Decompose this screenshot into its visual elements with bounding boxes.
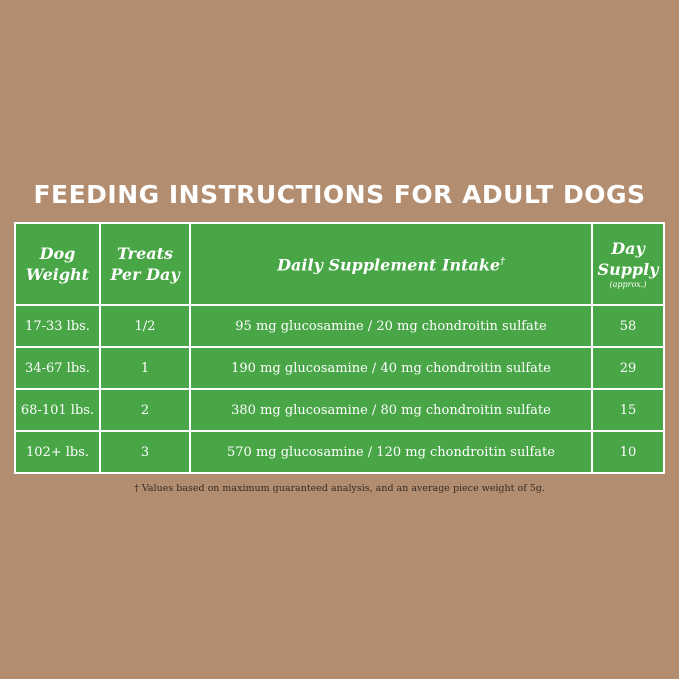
cell-treats: 3	[99, 430, 191, 474]
cell-intake: 570 mg glucosamine / 120 mg chondroitin …	[189, 430, 593, 474]
header-daily-intake-label: Daily Supplement Intake	[277, 255, 501, 275]
cell-treats: 1/2	[99, 304, 191, 348]
cell-supply: 10	[591, 430, 665, 474]
table-row: 17-33 lbs. 1/2 95 mg glucosamine / 20 mg c…	[14, 304, 665, 348]
cell-treats: 2	[99, 388, 191, 432]
cell-supply: 15	[591, 388, 665, 432]
header-day-supply: Day Supply (approx.)	[591, 222, 665, 306]
header-daily-intake: Daily Supplement Intake†	[189, 222, 593, 306]
approx-note: (approx.)	[609, 280, 647, 289]
header-treats-per-day: Treats Per Day	[99, 222, 191, 306]
header-day-supply-label: Day Supply	[597, 239, 659, 279]
feeding-table: Dog Weight Treats Per Day Daily Suppleme…	[14, 222, 665, 474]
table-row: 68-101 lbs. 2 380 mg glucosamine / 80 mg c…	[14, 388, 665, 432]
cell-supply: 29	[591, 346, 665, 390]
cell-supply: 58	[591, 304, 665, 348]
page-title: FEEDING INSTRUCTIONS FOR ADULT DOGS	[33, 180, 646, 209]
header-dog-weight: Dog Weight	[14, 222, 101, 306]
table-row: 34-67 lbs. 1 190 mg glucosamine / 40 mg ch…	[14, 346, 665, 390]
cell-treats: 1	[99, 346, 191, 390]
cell-weight: 34-67 lbs.	[14, 346, 101, 390]
cell-weight: 68-101 lbs.	[14, 388, 101, 432]
footnote: † Values based on maximum guaranteed ana…	[134, 483, 545, 494]
cell-weight: 17-33 lbs.	[14, 304, 101, 348]
table-row: 102+ lbs. 3 570 mg glucosamine / 120 mg ch…	[14, 430, 665, 474]
table-header-row: Dog Weight Treats Per Day Daily Suppleme…	[14, 222, 665, 306]
cell-intake: 190 mg glucosamine / 40 mg chondroitin s…	[189, 346, 593, 390]
dagger-mark: †	[500, 257, 505, 268]
cell-weight: 102+ lbs.	[14, 430, 101, 474]
cell-intake: 95 mg glucosamine / 20 mg chondroitin su…	[189, 304, 593, 348]
cell-intake: 380 mg glucosamine / 80 mg chondroitin s…	[189, 388, 593, 432]
